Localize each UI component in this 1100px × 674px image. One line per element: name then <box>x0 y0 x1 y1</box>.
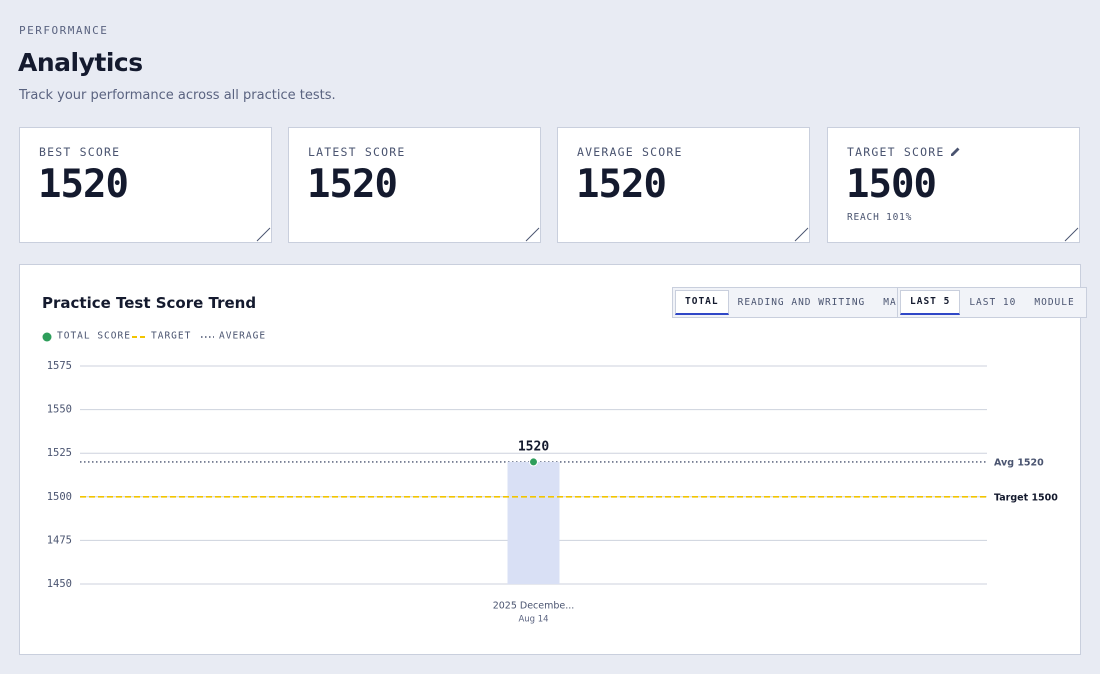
stat-value: 1520 <box>576 162 667 207</box>
y-tick-label: 1550 <box>47 404 72 416</box>
y-tick-label: 1575 <box>47 360 72 372</box>
range-tab[interactable]: MODULE <box>1034 297 1075 308</box>
stat-label: LATEST SCORE <box>308 145 406 159</box>
data-label: 1520 <box>518 439 549 454</box>
corner-cut <box>256 227 271 242</box>
stat-card: TARGET SCORE 1500 REACH 101% <box>827 127 1080 243</box>
corner-cut <box>794 227 809 242</box>
stat-label: TARGET SCORE <box>847 145 961 159</box>
range-tabs: LAST 5 LAST 10 MODULE <box>897 287 1087 318</box>
stat-value: 1520 <box>38 162 129 207</box>
y-tick-label: 1450 <box>47 578 72 590</box>
bar <box>507 461 560 584</box>
stat-label: BEST SCORE <box>39 145 121 159</box>
target-label: Target 1500 <box>994 492 1058 503</box>
range-tab[interactable]: LAST 5 <box>900 290 961 315</box>
score-point <box>529 457 538 467</box>
eyebrow: PERFORMANCE <box>19 24 109 37</box>
stat-card: LATEST SCORE 1520 <box>288 127 541 243</box>
y-tick-label: 1525 <box>47 447 72 459</box>
corner-cut <box>525 227 540 242</box>
legend-label: AVERAGE <box>219 331 266 342</box>
range-tab[interactable]: LAST 10 <box>969 297 1017 308</box>
chart-panel <box>19 264 1081 655</box>
y-tick-label: 1500 <box>47 491 72 503</box>
stat-value: 1500 <box>846 162 937 207</box>
section-tabs: TOTAL READING AND WRITING MATH <box>672 287 923 318</box>
section-tab[interactable]: MATH <box>874 290 919 315</box>
legend-label: TOTAL SCORE <box>57 331 131 342</box>
x-tick-sublabel: Aug 14 <box>518 615 548 625</box>
stat-note: REACH 101% <box>847 212 913 223</box>
stat-value: 1520 <box>307 162 398 207</box>
page-title: Analytics <box>18 48 143 77</box>
section-tab[interactable]: TOTAL <box>675 290 729 315</box>
y-tick-label: 1475 <box>47 534 72 546</box>
section-tab[interactable]: READING AND WRITING <box>737 297 866 308</box>
x-tick-label: 2025 Decembe... <box>493 601 575 612</box>
stat-card: BEST SCORE 1520 <box>19 127 272 243</box>
chart-title: Practice Test Score Trend <box>42 294 257 312</box>
stat-card: AVERAGE SCORE 1520 <box>557 127 810 243</box>
corner-cut <box>1064 227 1079 242</box>
stat-label: AVERAGE SCORE <box>577 145 683 159</box>
subtitle: Track your performance across all practi… <box>19 88 336 103</box>
legend-label: TARGET <box>151 331 191 342</box>
legend-dot <box>42 332 52 342</box>
average-label: Avg 1520 <box>994 457 1044 468</box>
edit-icon[interactable] <box>950 146 961 157</box>
